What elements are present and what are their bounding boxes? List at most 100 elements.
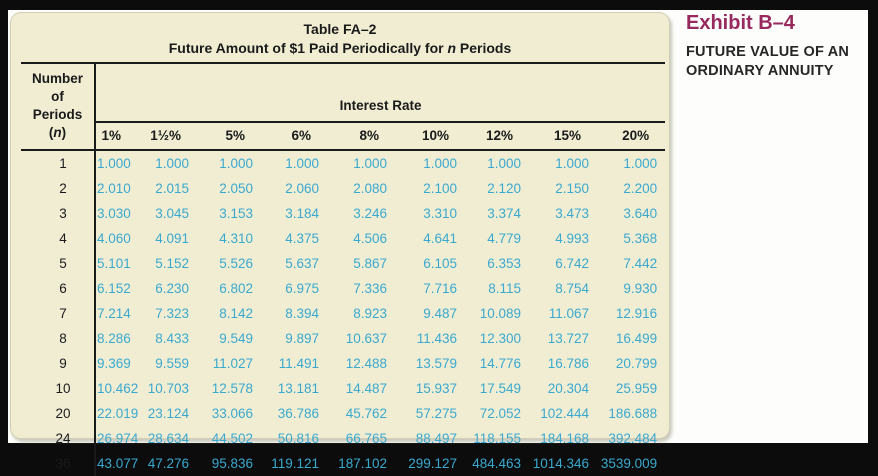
factor-cell: 184.168	[540, 431, 589, 446]
factor-cell: 4.060	[97, 231, 131, 246]
table-subtitle-var: n	[447, 40, 457, 56]
factor-cell: 95.836	[211, 456, 253, 471]
factor-cell: 2.010	[97, 181, 131, 196]
factor-cell: 12.300	[479, 331, 521, 346]
factor-cell: 43.077	[97, 456, 139, 471]
factor-cell: 392.484	[608, 431, 658, 446]
table-row: 20 22.019 23.124 33.066 36.786 45.762 57.275 72…	[21, 401, 665, 426]
factor-cell: 9.930	[623, 281, 658, 296]
period-cell: 6	[21, 276, 96, 301]
factor-cell: 26.974	[97, 431, 139, 446]
factor-cell: 1.000	[285, 156, 319, 171]
factor-cell: 50.816	[277, 431, 319, 446]
factor-cell: 16.499	[615, 331, 658, 346]
factor-cell: 6.152	[97, 281, 131, 296]
factor-cell: 1.000	[623, 156, 658, 171]
table-row: 2 2.010 2.015 2.050 2.060 2.080 2.100 2.120 2.15…	[21, 176, 665, 201]
table-row: 6 6.152 6.230 6.802 6.975 7.336 7.716 8.115 8.75…	[21, 276, 665, 301]
factor-cell: 5.526	[219, 256, 253, 271]
factor-cell: 3.310	[423, 206, 457, 221]
period-cell: 10	[21, 376, 96, 401]
factor-cell: 1.000	[555, 156, 589, 171]
factor-cell: 45.762	[345, 406, 387, 421]
factor-cell: 44.502	[211, 431, 253, 446]
period-cell: 8	[21, 326, 96, 351]
table-row: 3 3.030 3.045 3.153 3.184 3.246 3.310 3.374 3.47…	[21, 201, 665, 226]
factor-cell: 9.559	[155, 356, 189, 371]
rate-column-header: 1½%	[137, 122, 197, 151]
factor-cell: 6.975	[285, 281, 319, 296]
period-cell: 36	[21, 451, 96, 476]
table-row: 1 1.000 1.000 1.000 1.000 1.000 1.000 1.000 1.00…	[21, 150, 665, 176]
factor-cell: 33.066	[211, 406, 253, 421]
factor-cell: 13.579	[415, 356, 457, 371]
factor-cell: 8.754	[555, 281, 589, 296]
factor-cell: 10.637	[345, 331, 387, 346]
exhibit-label: Exhibit B–4	[686, 12, 795, 34]
factor-cell: 6.230	[155, 281, 189, 296]
factor-cell: 13.181	[277, 381, 319, 396]
rate-column-header: 20%	[597, 122, 666, 151]
factor-cell: 2.080	[353, 181, 387, 196]
factor-cell: 484.463	[472, 456, 521, 471]
factor-cell: 4.779	[487, 231, 521, 246]
factor-cell: 13.727	[547, 331, 589, 346]
factor-cell: 4.993	[555, 231, 589, 246]
factor-cell: 6.105	[423, 256, 457, 271]
table-panel: Table FA–2 Future Amount of $1 Paid Peri…	[10, 12, 670, 476]
factor-cell: 5.637	[285, 256, 319, 271]
table-row: 4 4.060 4.091 4.310 4.375 4.506 4.641 4.779 4.99…	[21, 226, 665, 251]
factor-cell: 3.153	[219, 206, 253, 221]
factor-cell: 17.549	[479, 381, 521, 396]
period-cell: 1	[21, 150, 96, 176]
factor-cell: 1.000	[97, 156, 131, 171]
factor-cell: 8.286	[97, 331, 131, 346]
periods-column-header: Number of Periods (n)	[21, 63, 96, 151]
table-row: 36 43.077 47.276 95.836 119.121 187.102 299.12…	[21, 451, 665, 476]
table-row: 24 26.974 28.634 44.502 50.816 66.765 88.497 11…	[21, 426, 665, 451]
rate-column-header: 8%	[327, 122, 395, 151]
factor-cell: 119.121	[271, 456, 319, 471]
rate-column-header: 15%	[529, 122, 597, 151]
table-row: 5 5.101 5.152 5.526 5.637 5.867 6.105 6.353 6.74…	[21, 251, 665, 276]
factor-cell: 1.000	[487, 156, 521, 171]
table-title-block: Table FA–2 Future Amount of $1 Paid Peri…	[11, 20, 669, 58]
factor-cell: 15.937	[415, 381, 457, 396]
group-header-row: Number of Periods (n) Interest Rate	[21, 63, 666, 151]
rate-header-row: 1% 1½% 5% 6% 8% 10% 12% 15% 20%	[21, 122, 666, 151]
factor-cell: 7.214	[97, 306, 131, 321]
period-cell: 20	[21, 401, 96, 426]
period-cell: 4	[21, 226, 96, 251]
factor-cell: 7.716	[423, 281, 457, 296]
factor-cell: 3.184	[285, 206, 319, 221]
factor-cell: 8.433	[155, 331, 189, 346]
table-title: Table FA–2	[303, 21, 377, 37]
factor-cell: 66.765	[345, 431, 387, 446]
factor-cell: 2.120	[487, 181, 521, 196]
factor-cell: 10.089	[479, 306, 521, 321]
factor-cell: 7.442	[623, 256, 658, 271]
factor-cell: 28.634	[147, 431, 189, 446]
table-subtitle-post: Periods	[456, 40, 512, 56]
factor-cell: 1014.346	[532, 456, 589, 471]
table-row: 8 8.286 8.433 9.549 9.897 10.637 11.436 12.300 1…	[21, 326, 665, 351]
exhibit-caption: FUTURE VALUE OF AN ORDINARY ANNUITY	[686, 44, 850, 79]
factor-cell: 8.115	[488, 281, 521, 296]
factor-cell: 8.142	[219, 306, 253, 321]
factor-cell: 23.124	[147, 406, 189, 421]
factor-cell: 2.050	[219, 181, 253, 196]
factor-cell: 20.799	[615, 356, 658, 371]
factor-cell: 22.019	[97, 406, 139, 421]
factor-cell: 3.374	[487, 206, 521, 221]
period-cell: 24	[21, 426, 96, 451]
factor-cell: 102.444	[540, 406, 589, 421]
period-cell: 9	[21, 351, 96, 376]
factor-cell: 1.000	[155, 156, 189, 171]
factor-cell: 14.487	[345, 381, 387, 396]
factor-cell: 9.897	[285, 331, 319, 346]
factor-cell: 5.867	[353, 256, 387, 271]
table-body: 1 1.000 1.000 1.000 1.000 1.000 1.000 1.000 1.00…	[21, 150, 665, 476]
periods-header-line: Periods	[32, 107, 83, 122]
factor-cell: 12.578	[211, 381, 253, 396]
factor-cell: 20.304	[547, 381, 589, 396]
